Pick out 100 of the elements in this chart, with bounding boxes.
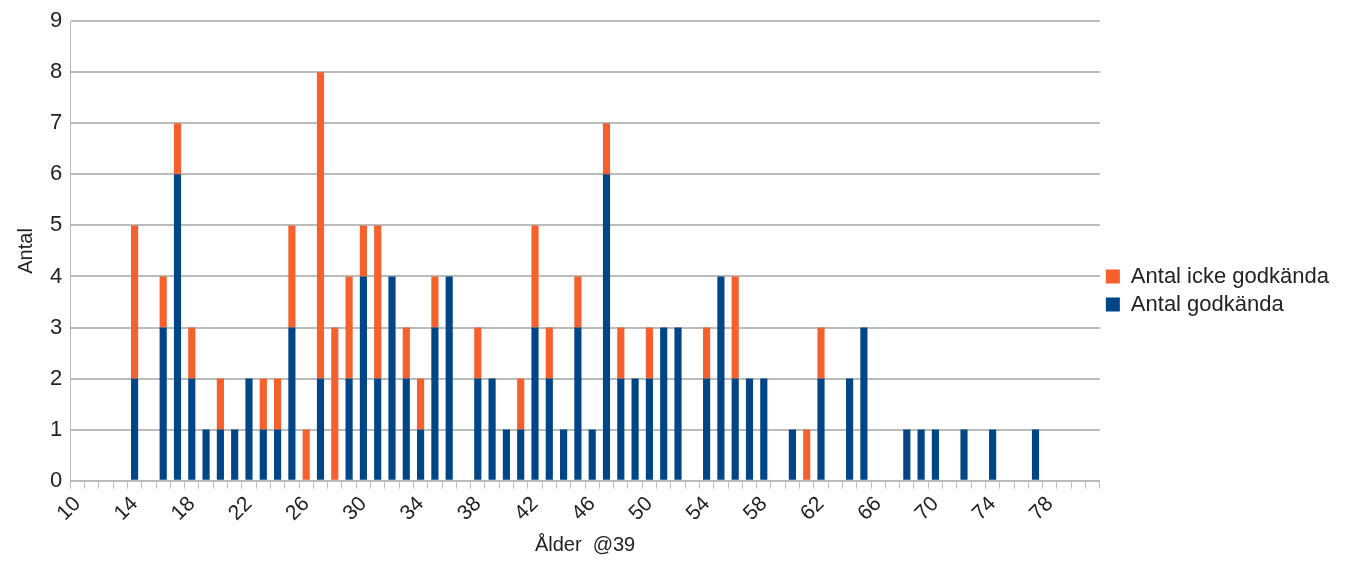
bar <box>188 378 196 480</box>
y-axis-title: Antal <box>13 228 36 274</box>
bar <box>159 327 167 480</box>
x-tick-label: 70 <box>909 491 943 525</box>
bar <box>316 378 325 480</box>
bar <box>216 429 224 480</box>
bar <box>131 225 139 379</box>
x-tick-label: 26 <box>280 491 314 525</box>
bar <box>488 378 496 480</box>
bar <box>173 123 182 175</box>
x-tick-label: 54 <box>680 491 714 525</box>
bar <box>931 429 939 480</box>
bar <box>717 276 725 480</box>
bar <box>316 72 325 379</box>
x-tick-label: 18 <box>165 491 199 525</box>
bar <box>431 276 439 328</box>
bar <box>402 378 410 480</box>
bar <box>374 378 382 480</box>
x-tick-label: 10 <box>51 491 85 525</box>
bar <box>803 429 811 480</box>
y-tick-label: 3 <box>49 313 63 339</box>
bar <box>645 327 653 379</box>
bar <box>517 378 525 430</box>
bar <box>989 429 997 480</box>
bar <box>731 378 739 480</box>
bar <box>359 225 367 277</box>
bar <box>345 378 353 480</box>
x-tick-label: 74 <box>966 491 1000 525</box>
bar <box>846 378 854 480</box>
bar <box>517 429 525 480</box>
bar <box>703 327 711 379</box>
bar <box>545 378 553 480</box>
bar <box>817 327 825 379</box>
bar <box>788 429 796 480</box>
x-tick-label: 78 <box>1023 491 1057 525</box>
bar <box>202 429 210 480</box>
y-tick-label: 0 <box>49 466 63 492</box>
x-tick-label: 14 <box>108 491 142 525</box>
bar <box>602 174 611 480</box>
x-tick-label: 50 <box>623 491 657 525</box>
x-tick-label: 38 <box>451 491 485 525</box>
bar <box>417 378 425 430</box>
bar <box>274 429 282 480</box>
bar <box>388 276 396 480</box>
bar <box>402 327 410 379</box>
bar <box>359 276 367 480</box>
bar <box>245 378 253 480</box>
y-tick-label: 4 <box>49 262 63 288</box>
x-tick-label: 46 <box>566 491 600 525</box>
bar <box>631 378 639 480</box>
bar <box>188 327 196 379</box>
x-tick-label: 42 <box>509 491 542 525</box>
legend-label: Antal godkända <box>1130 290 1285 316</box>
bar <box>674 327 682 480</box>
bar <box>131 378 139 480</box>
bar <box>588 429 596 480</box>
y-tick-label: 1 <box>49 415 63 441</box>
y-tick-label: 5 <box>49 211 63 237</box>
bar <box>259 429 267 480</box>
bar <box>345 276 353 379</box>
bar <box>602 123 611 175</box>
bar <box>531 327 539 480</box>
bar <box>545 327 553 379</box>
bar <box>917 429 925 480</box>
bar <box>731 276 739 379</box>
bar <box>231 429 239 480</box>
bar <box>817 378 825 480</box>
bar <box>560 429 568 480</box>
y-tick-label: 7 <box>49 109 63 135</box>
bar <box>645 378 653 480</box>
bar <box>660 327 668 480</box>
bar <box>703 378 711 480</box>
bar <box>745 378 754 480</box>
bar <box>502 429 510 480</box>
bar <box>417 429 425 480</box>
bar <box>288 225 296 328</box>
x-tick-label: 22 <box>223 491 256 525</box>
x-axis-title: Ålder @39 <box>534 532 636 555</box>
bar <box>331 327 339 480</box>
bar <box>617 327 625 379</box>
bar <box>960 429 968 480</box>
bar <box>474 327 482 379</box>
x-tick-label: 30 <box>337 491 371 525</box>
y-tick-label: 6 <box>49 160 63 186</box>
bar <box>860 327 868 480</box>
bar <box>760 378 768 480</box>
bar <box>574 327 582 480</box>
y-tick-label: 2 <box>49 364 63 390</box>
y-tick-label: 9 <box>49 7 63 33</box>
bar <box>374 225 382 379</box>
bar <box>431 327 439 480</box>
bar <box>903 429 911 480</box>
bar <box>617 378 625 480</box>
bar <box>531 225 539 328</box>
x-tick-label: 66 <box>852 491 886 525</box>
x-tick-label: 58 <box>737 491 771 525</box>
bar <box>288 327 296 480</box>
bar <box>216 378 224 430</box>
bar <box>1031 429 1040 480</box>
x-tick-label: 34 <box>394 491 428 525</box>
